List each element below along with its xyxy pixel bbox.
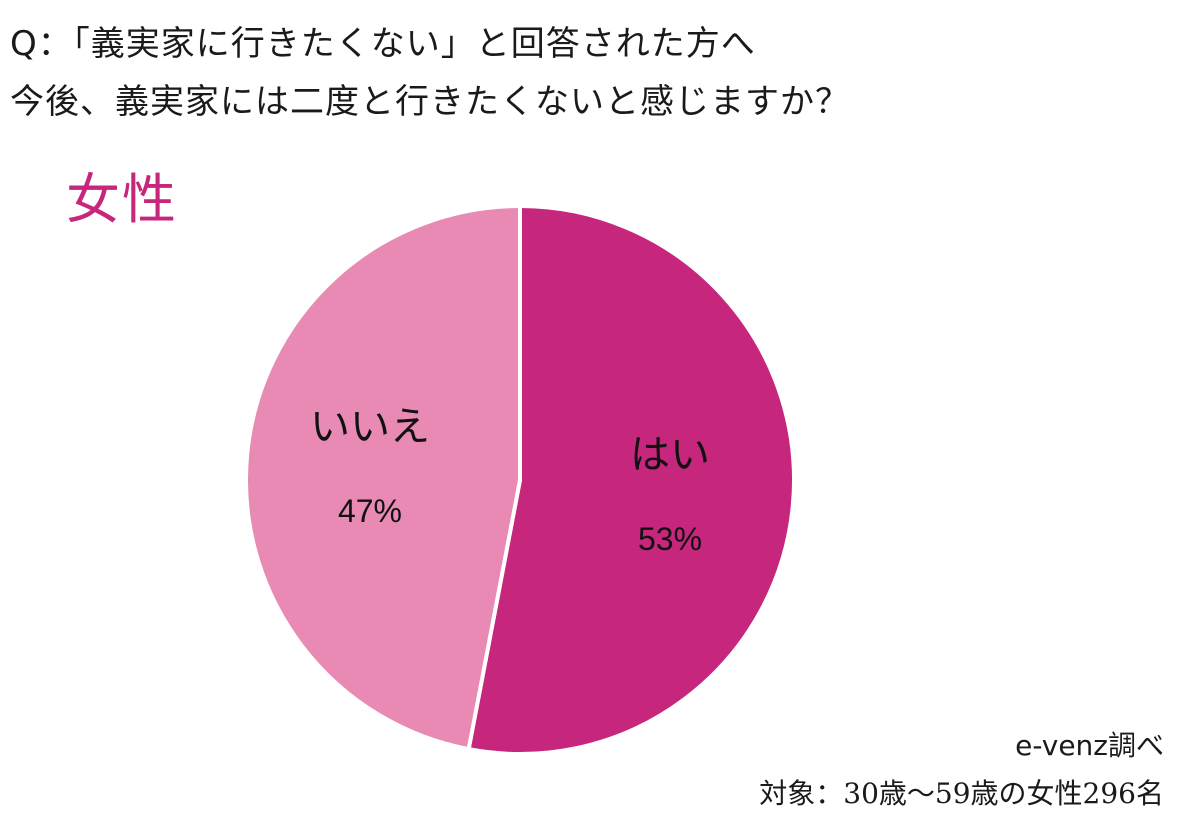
- source-note: e-venz調べ: [1015, 729, 1164, 762]
- pie-slice-1: [244, 204, 522, 752]
- pie-slice-value-1: 47%: [338, 493, 402, 529]
- pie-slice-value-0: 53%: [638, 521, 702, 557]
- question-line-2: 今後、義実家には二度と行きたくないと感じますか？: [10, 82, 850, 122]
- target-note: 対象：30歳～59歳の女性296名: [759, 777, 1164, 810]
- pie-slice-label-1: いいえ: [310, 404, 430, 450]
- pie-slice-0: [466, 204, 796, 756]
- pie-slice-label-0: はい: [630, 432, 710, 478]
- chart-title: 女性: [66, 168, 178, 231]
- question-line-1: Q：「義実家に行きたくない」と回答された方へ: [10, 24, 756, 64]
